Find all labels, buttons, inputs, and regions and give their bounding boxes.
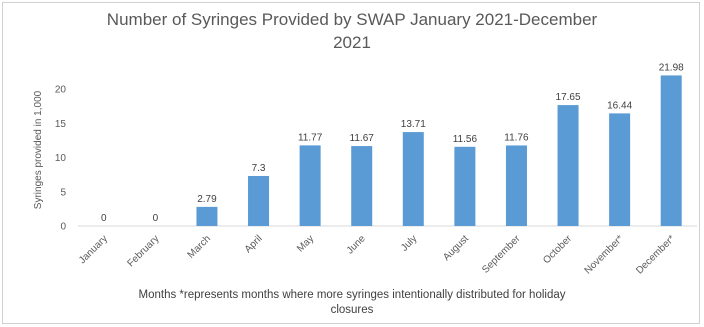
bar (299, 145, 321, 226)
x-axis-label-line-1: Months *represents months where more syr… (138, 289, 566, 301)
y-tick-labels: 0 5 10 15 20 (55, 85, 67, 233)
data-label: 13.71 (401, 119, 426, 130)
y-tick-label: 10 (55, 153, 67, 164)
data-label: 11.77 (298, 132, 323, 143)
bar (505, 145, 527, 226)
y-tick-label: 0 (60, 222, 66, 233)
bar (660, 75, 682, 226)
x-tick-label: April (243, 233, 265, 255)
bar (557, 105, 579, 226)
chart-title-line-1: Number of Syringes Provided by SWAP Janu… (106, 10, 598, 29)
x-tick-label: June (345, 233, 368, 256)
chart-frame (2, 2, 700, 324)
data-label: 11.56 (453, 134, 478, 145)
bar (454, 146, 476, 226)
data-label: 2.79 (197, 194, 217, 205)
data-label: 11.67 (350, 133, 375, 144)
x-tick-label: August (441, 233, 471, 263)
x-axis-label: Months *represents months where more syr… (0, 288, 704, 318)
x-tick-label: September (480, 233, 523, 276)
y-tick-label: 5 (60, 187, 66, 198)
x-axis-label-line-2: closures (330, 304, 374, 316)
data-label: 7.3 (252, 163, 266, 174)
data-label: 17.65 (556, 92, 581, 103)
x-tick-label: November* (583, 233, 626, 276)
bar (609, 113, 631, 226)
x-tick-labels: January February March April May June July Augu… (77, 233, 677, 277)
y-axis-label: Syringes provided in 1,000 (33, 90, 44, 209)
x-tick-label: July (399, 233, 419, 253)
x-tick-label: January (77, 233, 110, 266)
x-tick-label: October (541, 233, 574, 266)
bar (248, 175, 270, 226)
data-label: 21.98 (659, 62, 684, 73)
y-tick-label: 20 (55, 85, 67, 96)
data-label: 0 (153, 213, 159, 224)
bars (196, 75, 682, 226)
x-tick-label: March (186, 233, 213, 260)
bar (196, 206, 218, 226)
bar (402, 132, 424, 226)
data-labels: 0 0 2.79 7.3 11.77 11.67 13.71 11.56 11.76 17.65 1… (101, 62, 684, 224)
data-label: 11.76 (504, 132, 529, 143)
y-tick-label: 15 (55, 119, 67, 130)
chart-title-line-2: 2021 (333, 33, 371, 52)
x-tick-label: February (125, 233, 161, 269)
x-tick-label: December* (634, 233, 677, 276)
x-tick-label: May (295, 233, 316, 254)
data-label: 16.44 (607, 100, 632, 111)
data-label: 0 (101, 213, 107, 224)
chart-title: Number of Syringes Provided by SWAP Janu… (0, 8, 704, 54)
bar (351, 146, 373, 226)
